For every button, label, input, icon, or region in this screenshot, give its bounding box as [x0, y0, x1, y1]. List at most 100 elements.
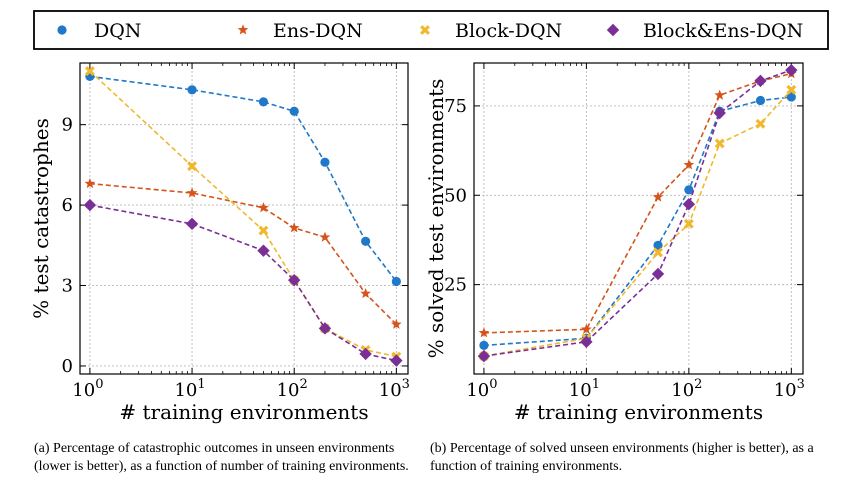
data-point-block-and-ens-dqn — [785, 63, 798, 77]
data-point-ens-dqn — [714, 89, 726, 100]
data-point-block-dqn-stroke-2 — [84, 66, 95, 76]
y-tick-label: 0 — [62, 356, 73, 377]
x-tick-label-base: 10 — [277, 380, 300, 401]
data-point-dqn — [361, 236, 371, 246]
legend: DQN Ens-DQN Block-DQN Block&Ens-DQN — [33, 10, 829, 50]
data-point-block-dqn — [714, 138, 725, 149]
data-point-block-and-ens-dqn — [359, 347, 372, 361]
x-tick-label: 102 — [671, 377, 702, 401]
data-point-block-dqn — [683, 218, 694, 229]
legend-marker-ens-dqn — [237, 24, 249, 35]
data-point-block-dqn — [258, 225, 269, 236]
legend-marker-block-dqn — [420, 25, 430, 35]
data-point-block-dqn-stroke-2 — [187, 161, 197, 172]
x-tick-label: 101 — [569, 377, 600, 401]
series-line-ens-dqn — [483, 72, 792, 334]
plot-frame — [79, 62, 409, 375]
x-tick-label: 103 — [379, 377, 410, 401]
y-tick-label: 3 — [62, 276, 73, 297]
data-point-block-and-ens-dqn — [713, 106, 726, 120]
x-tick-label-exponent: 3 — [402, 377, 410, 392]
data-point-block-and-ens-dqn — [580, 335, 593, 349]
data-point-ens-dqn — [360, 287, 371, 299]
y-tick-label: 9 — [62, 115, 73, 136]
data-point-ens-dqn — [288, 222, 300, 233]
data-point-dqn — [786, 92, 796, 102]
y-axis-label: % test catastrophes — [29, 118, 53, 319]
x-tick-label-exponent: 2 — [694, 377, 702, 392]
series-ens-dqn — [84, 178, 402, 329]
series-line-block-and-ens-dqn — [89, 204, 397, 362]
series-dqn — [479, 92, 796, 351]
x-tick-label-exponent: 1 — [592, 377, 600, 392]
data-point-block-and-ens-dqn — [651, 267, 665, 281]
data-point-ens-dqn — [319, 231, 331, 242]
data-point-ens-dqn — [391, 318, 402, 329]
series-dqn — [85, 71, 401, 287]
series-line-block-dqn — [89, 70, 397, 358]
data-point-block-and-ens-dqn — [682, 198, 696, 211]
figure: DQN Ens-DQN Block-DQN Block&Ens-DQN 100 101 1… — [29, 10, 829, 424]
data-point-ens-dqn — [683, 159, 695, 170]
data-point-block-and-ens-dqn — [754, 74, 767, 88]
data-point-block-dqn-stroke-2 — [755, 118, 766, 129]
data-point-dqn — [320, 157, 330, 167]
legend-marker-dqn — [57, 25, 67, 35]
x-tick-label-base: 10 — [671, 380, 694, 401]
y-tick-label: 25 — [444, 275, 467, 296]
x-tick-label-base: 10 — [379, 380, 402, 401]
legend-label-ens-dqn: Ens-DQN — [273, 20, 363, 42]
series-line-dqn — [89, 75, 398, 282]
data-point-dqn — [755, 95, 766, 106]
x-tick-label: 103 — [774, 377, 805, 401]
series-line-ens-dqn — [89, 182, 397, 325]
data-point-dqn — [258, 97, 269, 107]
y-tick-label: 50 — [444, 185, 467, 206]
data-point-block-and-ens-dqn — [477, 349, 491, 363]
data-point-ens-dqn — [478, 327, 490, 338]
x-tick-label: 102 — [277, 377, 308, 401]
data-point-block-dqn — [84, 66, 95, 76]
data-point-ens-dqn — [652, 191, 664, 202]
data-point-block-dqn-stroke-2 — [786, 84, 797, 95]
data-point-ens-dqn — [258, 202, 269, 213]
data-point-ens-dqn — [186, 187, 198, 198]
data-point-ens-dqn — [581, 323, 592, 334]
data-point-block-dqn-stroke-2 — [653, 247, 663, 258]
x-tick-label: 100 — [72, 377, 103, 401]
data-point-dqn — [187, 85, 197, 95]
series-ens-dqn — [478, 68, 797, 338]
series-block-and-ens-dqn — [83, 198, 403, 367]
x-tick-label-exponent: 3 — [797, 377, 805, 392]
x-axis-label: # training environments — [119, 400, 368, 424]
series-line-block-dqn — [483, 89, 792, 357]
data-point-block-dqn — [653, 247, 663, 258]
y-axis-label: % solved test environments — [424, 79, 448, 359]
data-point-block-and-ens-dqn — [185, 217, 199, 231]
legend-label-block-dqn: Block-DQN — [455, 20, 562, 42]
series-line-block-and-ens-dqn — [483, 69, 792, 357]
data-point-dqn — [479, 340, 489, 351]
data-point-dqn — [391, 276, 401, 287]
x-axis-label: # training environments — [514, 400, 763, 424]
x-tick-label-exponent: 0 — [489, 377, 497, 392]
x-tick-label-exponent: 0 — [95, 377, 103, 392]
data-point-block-and-ens-dqn — [288, 273, 301, 287]
series-line-dqn — [483, 96, 792, 347]
x-tick-label-exponent: 2 — [300, 377, 308, 392]
legend-marker-block-and-ens-dqn — [606, 23, 620, 37]
x-tick-label-base: 10 — [569, 380, 592, 401]
x-tick-label: 101 — [174, 377, 205, 401]
caption-b: (b) Percentage of solved unseen environm… — [430, 441, 814, 474]
x-tick-label-base: 10 — [72, 380, 95, 401]
data-point-block-dqn — [786, 84, 797, 95]
legend-frame — [33, 10, 829, 50]
data-point-block-and-ens-dqn — [318, 322, 332, 335]
y-tick-label: 75 — [444, 96, 467, 117]
series-block-and-ens-dqn — [477, 63, 798, 363]
data-point-block-dqn-stroke-2 — [683, 218, 694, 229]
series-block-dqn — [478, 84, 797, 362]
data-point-block-and-ens-dqn — [390, 354, 403, 367]
data-point-block-dqn — [755, 118, 766, 129]
